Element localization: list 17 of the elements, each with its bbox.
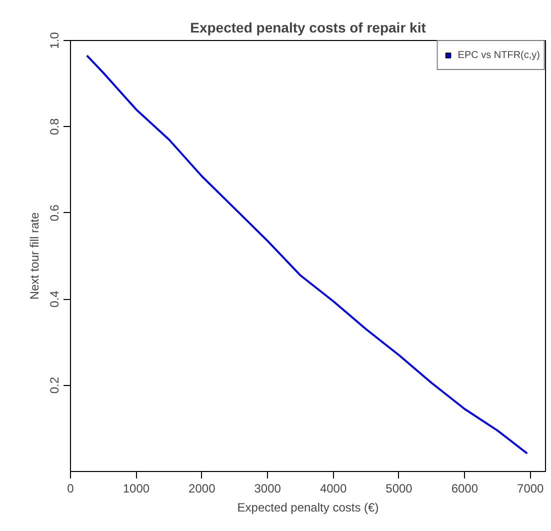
x-tick-label: 7000 (517, 482, 544, 496)
y-axis-title: Next tour fill rate (28, 212, 42, 300)
x-tick-label: 0 (67, 482, 74, 496)
y-tick-label: 0.4 (48, 290, 62, 308)
y-tick-label: 0.2 (48, 376, 62, 394)
x-tick-label: 3000 (254, 482, 282, 496)
x-tick-label: 6000 (451, 482, 478, 496)
x-tick-label: 4000 (320, 482, 347, 496)
x-tick-label: 1000 (122, 482, 150, 496)
x-axis-title: Expected penalty costs (€) (237, 500, 379, 514)
y-tick-label: 1.0 (48, 32, 62, 49)
chart-title: Expected penalty costs of repair kit (190, 20, 426, 36)
legend-label: EPC vs NTFR(c,y) (458, 50, 540, 60)
x-tick-label: 2000 (188, 482, 216, 496)
y-tick-label: 0.6 (48, 204, 62, 222)
x-tick-label: 5000 (386, 482, 413, 496)
y-tick-label: 0.8 (48, 118, 62, 136)
